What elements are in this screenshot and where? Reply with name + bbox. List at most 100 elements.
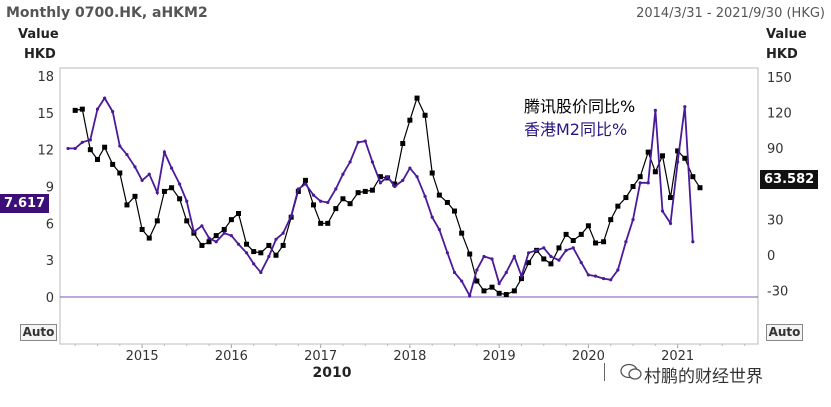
data-point-m2 [430, 215, 434, 219]
data-point-stock [169, 185, 175, 191]
data-point-m2 [214, 240, 218, 244]
right-auto-button[interactable]: Auto [766, 324, 803, 341]
data-point-stock [459, 230, 465, 236]
data-point-stock [199, 242, 205, 248]
data-point-stock [548, 261, 554, 267]
data-point-stock [682, 155, 688, 161]
data-point-m2 [668, 221, 673, 225]
data-point-stock [652, 169, 658, 175]
data-point-m2 [535, 248, 539, 252]
current-value-right: 63.582 [760, 170, 819, 189]
left-axis: 0 3 6 9 12 15 18 [37, 70, 54, 306]
x-tick-label: 2020 [572, 349, 605, 364]
data-point-stock [117, 170, 123, 176]
right-tick-label: 0 [767, 249, 775, 264]
data-point-stock [132, 193, 138, 199]
data-point-stock [72, 107, 78, 113]
data-point-stock [146, 235, 152, 241]
data-point-m2 [683, 105, 687, 109]
data-point-stock [273, 252, 279, 258]
data-point-m2 [676, 160, 680, 164]
data-point-stock [541, 256, 547, 262]
left-axis-head-2: HKD [24, 47, 56, 62]
data-point-stock [407, 117, 413, 123]
data-point-m2 [460, 279, 464, 283]
data-point-stock [400, 141, 406, 147]
right-axis: -300306090120150 [767, 71, 792, 300]
data-point-m2 [363, 139, 367, 143]
date-range: 2014/3/31 - 2021/9/30 (HKG) [636, 6, 825, 21]
data-point-m2 [564, 248, 568, 252]
data-point-stock [369, 187, 375, 193]
data-point-m2 [73, 146, 77, 151]
data-point-m2 [557, 258, 561, 262]
data-point-stock [154, 218, 160, 224]
data-point-m2 [178, 182, 182, 186]
data-point-m2 [586, 273, 591, 277]
data-point-m2 [691, 240, 695, 244]
right-axis-head-1: Value [766, 27, 807, 42]
data-point-m2 [244, 251, 249, 255]
data-point-m2 [512, 254, 516, 259]
data-point-m2 [88, 138, 92, 142]
data-point-stock [444, 199, 450, 205]
data-point-stock [347, 201, 353, 207]
data-point-m2 [616, 268, 620, 272]
data-point-m2 [519, 274, 524, 278]
data-point-m2 [311, 193, 316, 197]
data-point-m2 [147, 172, 151, 176]
x-tick-label: 2016 [215, 349, 248, 364]
data-point-stock [236, 211, 242, 217]
data-point-m2 [475, 268, 479, 272]
data-point-m2 [125, 152, 129, 157]
data-point-stock [668, 195, 674, 201]
data-point-m2 [385, 175, 390, 179]
data-point-m2 [445, 251, 449, 255]
data-point-stock [593, 240, 599, 246]
left-tick-label: 9 [46, 181, 54, 196]
data-point-stock [87, 147, 93, 153]
chart-title: Monthly 0700.HK, aHKM2 [6, 5, 208, 21]
data-point-m2 [281, 231, 285, 235]
data-point-m2 [95, 107, 100, 111]
data-point-m2 [468, 294, 472, 298]
data-point-m2 [370, 160, 375, 164]
x-tick-label: 2015 [126, 349, 159, 364]
data-point-stock [206, 239, 212, 245]
data-point-stock [585, 223, 591, 229]
data-point-stock [392, 181, 398, 187]
data-point-m2 [200, 224, 204, 228]
data-point-m2 [252, 262, 256, 266]
data-point-stock [362, 188, 368, 194]
data-point-m2 [207, 236, 211, 240]
data-point-stock [690, 174, 696, 180]
title-bar: Monthly 0700.HK, aHKM2 2014/3/31 - 2021/… [0, 0, 831, 26]
data-point-stock [302, 177, 308, 183]
data-point-m2 [259, 270, 263, 275]
data-point-m2 [415, 175, 419, 179]
data-point-stock [228, 217, 234, 223]
data-point-stock [213, 233, 219, 239]
data-point-m2 [334, 187, 338, 191]
data-point-m2 [303, 182, 308, 186]
data-point-stock [637, 174, 643, 180]
data-point-stock [630, 184, 636, 189]
data-point-stock [645, 149, 651, 155]
data-point-stock [340, 196, 346, 202]
watermark-separator [604, 363, 605, 381]
data-point-m2 [579, 261, 583, 265]
data-point-stock [221, 226, 227, 232]
data-point-m2 [660, 209, 665, 213]
data-point-stock [79, 106, 85, 112]
data-point-m2 [527, 251, 531, 255]
data-point-m2 [185, 199, 189, 203]
data-point-m2 [111, 110, 115, 114]
data-point-stock [496, 290, 502, 296]
left-auto-button[interactable]: Auto [20, 324, 57, 341]
data-point-stock [124, 202, 130, 208]
data-point-m2 [549, 254, 553, 259]
right-tick-label: 30 [767, 213, 784, 228]
right-axis-head-2: HKD [766, 47, 798, 62]
data-point-stock [659, 153, 665, 159]
